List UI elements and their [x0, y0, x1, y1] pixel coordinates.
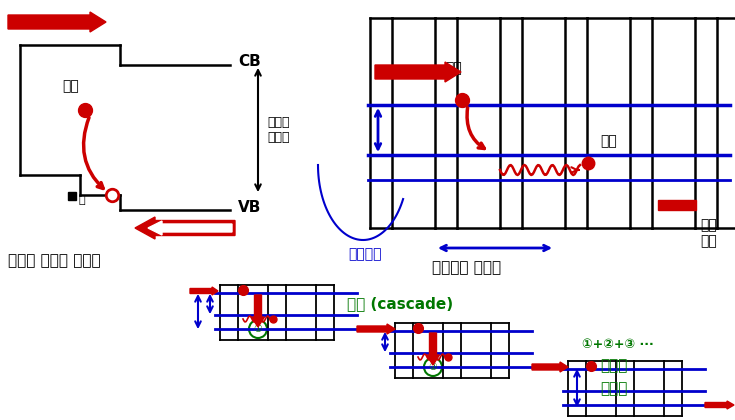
FancyArrow shape	[375, 62, 461, 82]
FancyArrow shape	[190, 287, 218, 295]
Text: 고출력: 고출력	[600, 358, 628, 373]
FancyArrow shape	[426, 333, 440, 365]
FancyArrow shape	[705, 401, 734, 409]
Text: 기존의 반도체 레이저: 기존의 반도체 레이저	[8, 253, 101, 268]
Text: 양자현상: 양자현상	[348, 247, 381, 261]
Text: 고효율: 고효율	[600, 381, 628, 396]
FancyArrow shape	[135, 217, 235, 239]
Text: 층의
두께: 층의 두께	[700, 218, 717, 248]
FancyArrow shape	[357, 324, 395, 334]
Text: 전자: 전자	[600, 134, 617, 148]
FancyArrow shape	[251, 295, 265, 327]
Text: 물질의
밴드갭: 물질의 밴드갭	[267, 116, 290, 144]
Bar	[658, 200, 696, 210]
Text: ①: ①	[254, 324, 262, 334]
Text: CB: CB	[238, 55, 261, 69]
Text: ①+②+③ ···: ①+②+③ ···	[582, 338, 653, 351]
FancyArrow shape	[148, 221, 232, 235]
Text: ②: ②	[429, 362, 437, 372]
Text: 계단 (cascade): 계단 (cascade)	[347, 296, 453, 311]
Text: 전자: 전자	[62, 79, 79, 93]
Text: 홀: 홀	[79, 195, 85, 205]
FancyArrow shape	[8, 12, 106, 32]
FancyArrow shape	[532, 362, 568, 372]
Text: 양자계단 레이저: 양자계단 레이저	[432, 260, 501, 275]
Text: VB: VB	[238, 200, 262, 215]
Text: 전자: 전자	[445, 61, 462, 75]
